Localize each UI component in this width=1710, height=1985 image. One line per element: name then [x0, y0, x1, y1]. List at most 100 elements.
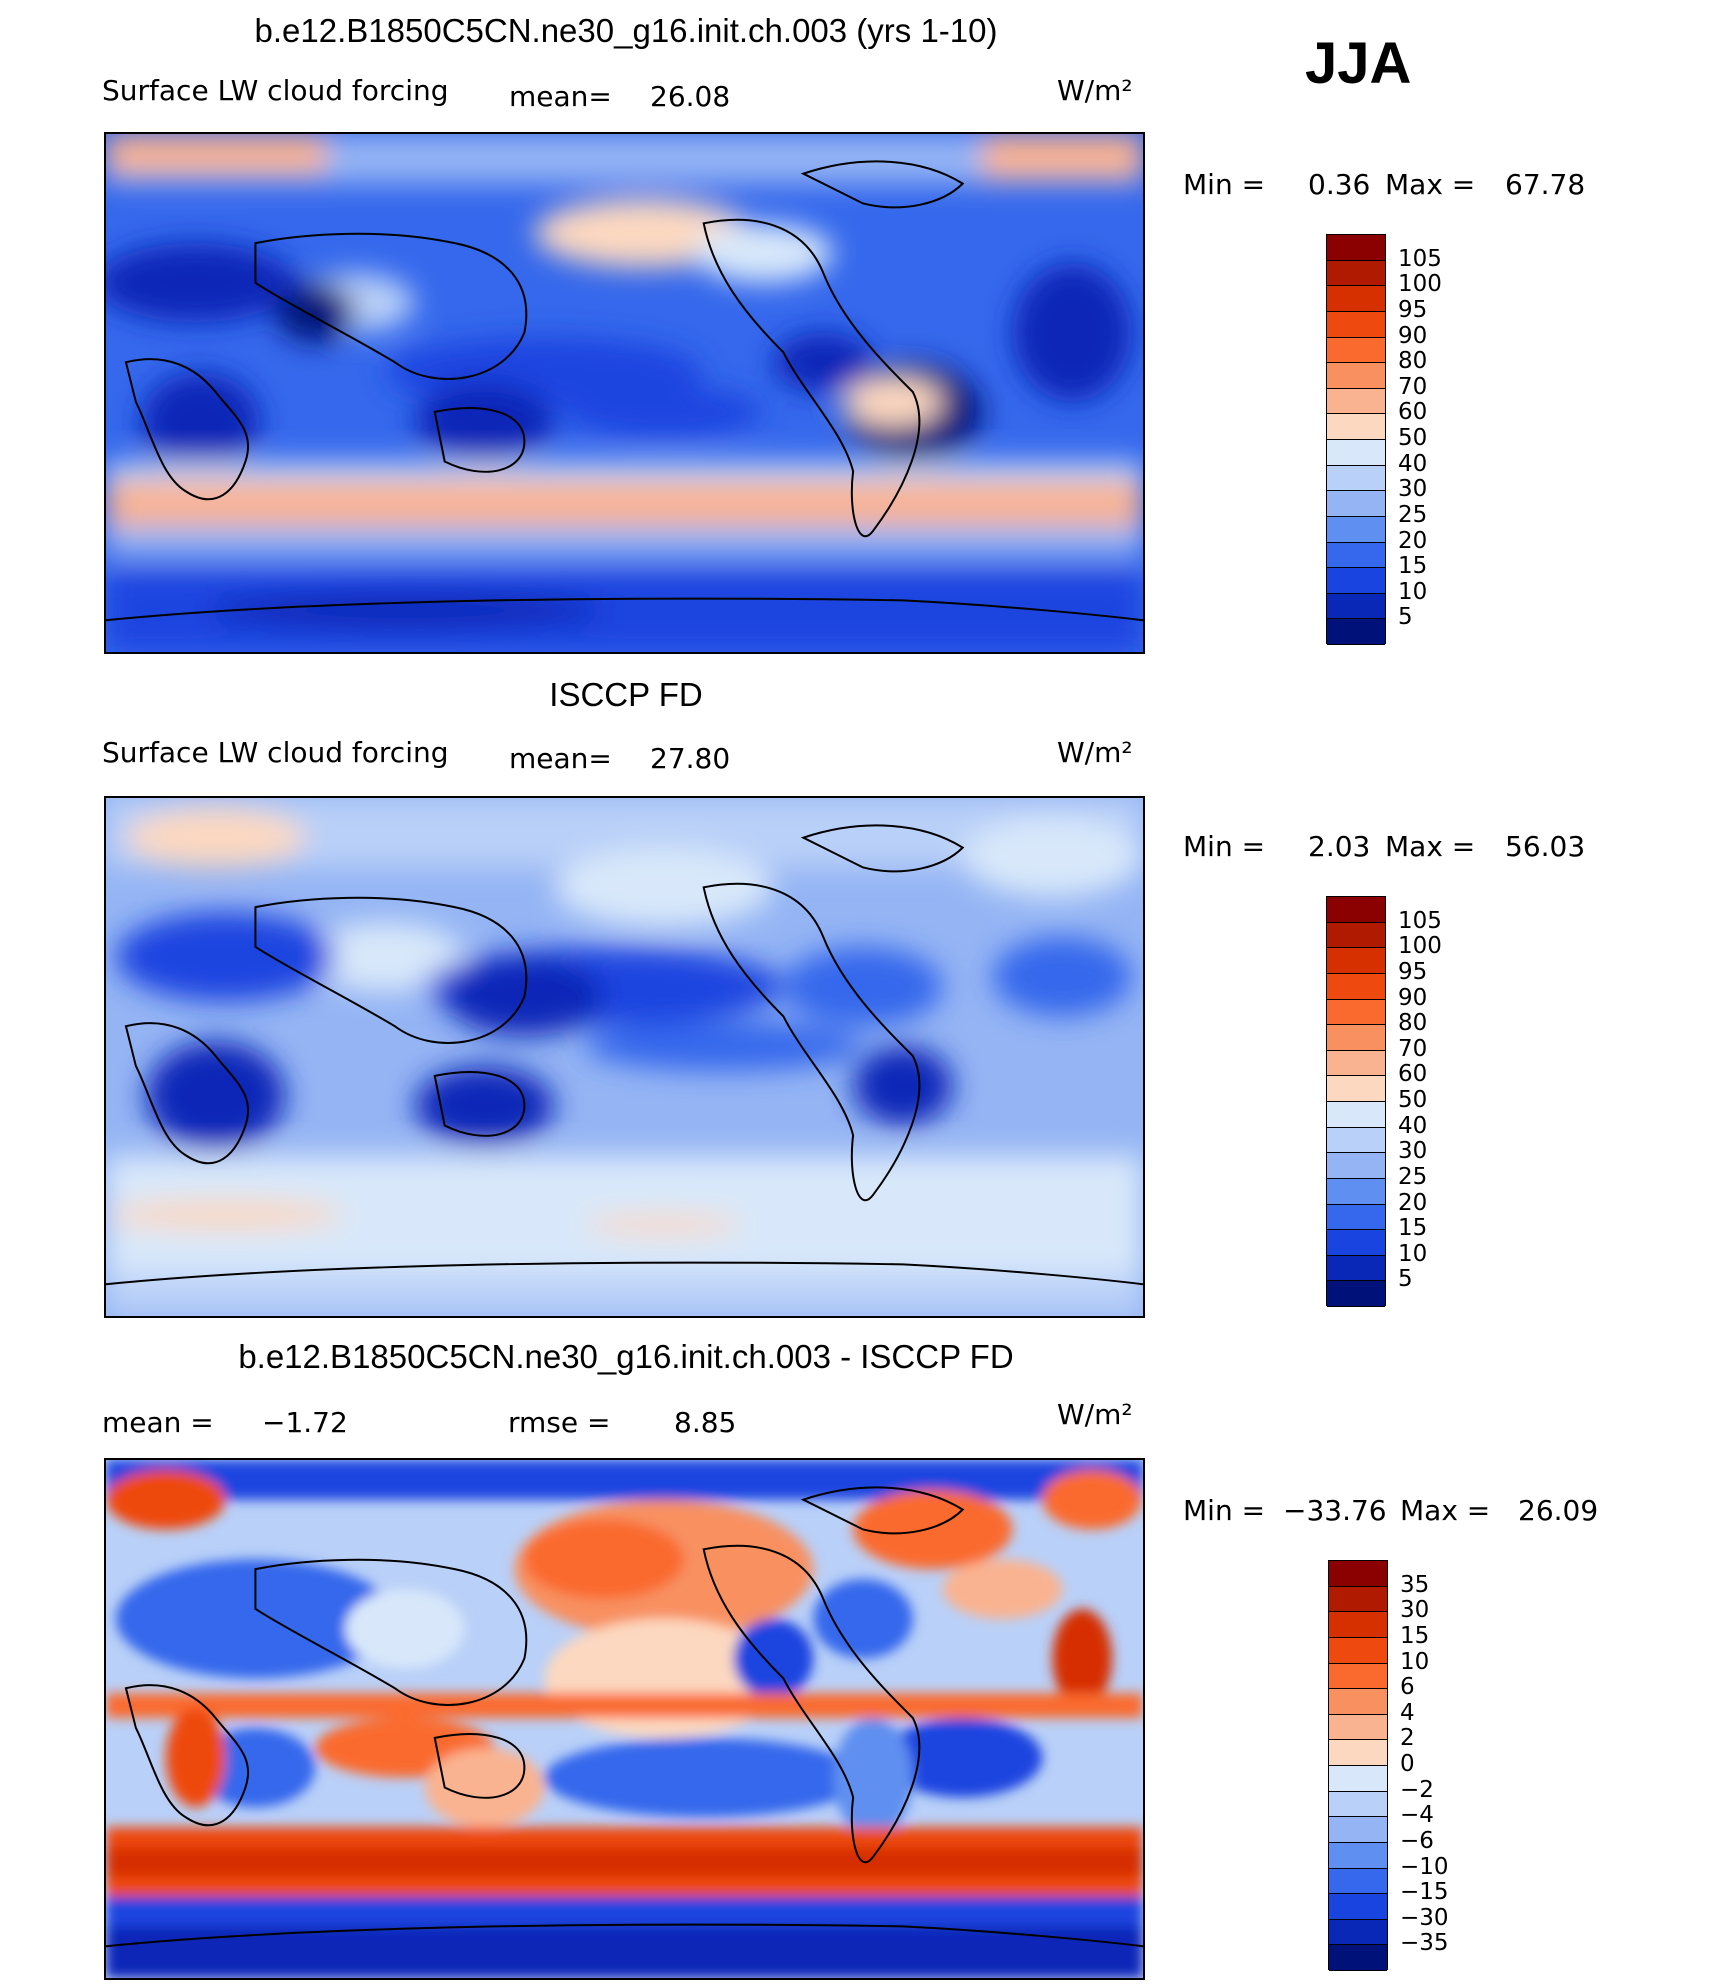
- colorbar-tick-label: 15: [1398, 553, 1428, 580]
- panel1-min-label: Min =: [1183, 168, 1266, 201]
- colorbar-tick-label: 2: [1400, 1725, 1415, 1752]
- colorbar-tick-label: −2: [1400, 1776, 1434, 1803]
- colorbar-tick-label: 95: [1398, 958, 1428, 985]
- colorbar-swatch: [1327, 973, 1385, 1000]
- colorbar-tick-label: −15: [1400, 1879, 1449, 1906]
- panel1-title: b.e12.B1850C5CN.ne30_g16.init.ch.003 (yr…: [254, 12, 998, 49]
- colorbar-swatch: [1327, 1204, 1385, 1231]
- panel3-mean-value: −1.72: [262, 1406, 348, 1439]
- colorbar-swatch: [1327, 388, 1385, 415]
- panel2-units: W/m²: [1057, 736, 1133, 769]
- colorbar-tick-label: 95: [1398, 296, 1428, 323]
- colorbar-swatch: [1327, 1127, 1385, 1154]
- colorbar-swatch: [1327, 1050, 1385, 1077]
- panel3-colorbar: [1328, 1560, 1388, 1971]
- panel2-min-value: 2.03: [1308, 830, 1371, 863]
- colorbar-swatch: [1327, 922, 1385, 949]
- colorbar-swatch: [1327, 363, 1385, 389]
- colorbar-tick-label: 0: [1400, 1751, 1415, 1777]
- colorbar-swatch: [1329, 1689, 1387, 1715]
- panel3-min-label: Min =: [1183, 1494, 1266, 1527]
- colorbar-tick-label: 25: [1398, 501, 1428, 528]
- colorbar-swatch: [1329, 1663, 1387, 1690]
- colorbar-tick-label: 5: [1398, 1266, 1413, 1293]
- colorbar-swatch: [1329, 1637, 1387, 1664]
- colorbar-tick-label: 15: [1398, 1215, 1428, 1242]
- panel2-max-label: Max =: [1385, 830, 1476, 863]
- panel1-field: [106, 134, 1143, 652]
- panel3-rmse-label: rmse =: [508, 1406, 611, 1439]
- panel2-mean-value: 27.80: [650, 742, 731, 775]
- panel2-coastlines: [106, 824, 1143, 1286]
- colorbar-tick-label: 20: [1398, 1189, 1428, 1216]
- panel2-mean-label: mean=: [509, 742, 612, 775]
- panel1-units: W/m²: [1057, 74, 1133, 107]
- panel2-max-value: 56.03: [1505, 830, 1586, 863]
- colorbar-tick-label: 90: [1398, 984, 1428, 1011]
- colorbar-swatch: [1327, 593, 1385, 620]
- colorbar-swatch: [1327, 414, 1385, 440]
- panel2-variable-label: Surface LW cloud forcing: [102, 736, 449, 769]
- colorbar-swatch: [1329, 1766, 1387, 1792]
- colorbar-tick-label: 100: [1398, 271, 1442, 298]
- panel3-title: b.e12.B1850C5CN.ne30_g16.init.ch.003 - I…: [238, 1338, 1014, 1375]
- colorbar-swatch: [1327, 491, 1385, 517]
- colorbar-tick-label: 100: [1398, 933, 1442, 960]
- colorbar-tick-label: 30: [1400, 1597, 1430, 1624]
- colorbar-swatch: [1329, 1740, 1387, 1766]
- colorbar-swatch: [1327, 1255, 1385, 1282]
- colorbar-swatch: [1329, 1919, 1387, 1946]
- colorbar-tick-label: −6: [1400, 1827, 1434, 1854]
- colorbar-swatch: [1327, 1281, 1385, 1307]
- colorbar-swatch: [1327, 1178, 1385, 1205]
- colorbar-tick-label: 25: [1398, 1163, 1428, 1190]
- colorbar-tick-label: 10: [1398, 1240, 1428, 1267]
- colorbar-tick-label: 10: [1400, 1648, 1430, 1675]
- panel3-mean-label: mean =: [102, 1406, 214, 1439]
- colorbar-swatch: [1327, 311, 1385, 338]
- colorbar-tick-label: −35: [1400, 1930, 1449, 1957]
- colorbar-tick-label: −4: [1400, 1802, 1434, 1829]
- colorbar-swatch: [1327, 897, 1385, 923]
- colorbar-swatch: [1327, 516, 1385, 543]
- colorbar-tick-label: 10: [1398, 578, 1428, 605]
- colorbar-swatch: [1329, 1612, 1387, 1638]
- colorbar-swatch: [1329, 1817, 1387, 1843]
- colorbar-swatch: [1327, 619, 1385, 645]
- colorbar-swatch: [1327, 948, 1385, 974]
- colorbar-swatch: [1329, 1868, 1387, 1895]
- colorbar-swatch: [1327, 568, 1385, 594]
- panel3-field: [106, 1460, 1143, 1978]
- colorbar-tick-label: 105: [1398, 245, 1442, 272]
- colorbar-swatch: [1327, 260, 1385, 287]
- colorbar-swatch: [1329, 1561, 1387, 1587]
- panel1-min-value: 0.36: [1308, 168, 1371, 201]
- colorbar-tick-label: 60: [1398, 1061, 1428, 1088]
- colorbar-tick-label: 4: [1400, 1699, 1415, 1726]
- panel1-map: [104, 132, 1145, 654]
- colorbar-tick-label: 20: [1398, 527, 1428, 554]
- colorbar-tick-label: 105: [1398, 907, 1442, 934]
- colorbar-tick-label: 35: [1400, 1571, 1430, 1598]
- colorbar-tick-label: −10: [1400, 1853, 1449, 1880]
- colorbar-tick-label: 80: [1398, 1010, 1428, 1037]
- colorbar-swatch: [1327, 440, 1385, 466]
- colorbar-tick-label: 70: [1398, 373, 1428, 400]
- colorbar-tick-label: 30: [1398, 1138, 1428, 1165]
- colorbar-swatch: [1327, 1102, 1385, 1128]
- colorbar-tick-label: 60: [1398, 399, 1428, 426]
- colorbar-tick-label: 40: [1398, 450, 1428, 477]
- colorbar-swatch: [1327, 235, 1385, 261]
- colorbar-swatch: [1327, 1153, 1385, 1179]
- colorbar-tick-label: 70: [1398, 1035, 1428, 1062]
- panel3-rmse-value: 8.85: [674, 1406, 737, 1439]
- panel2-title: ISCCP FD: [549, 676, 703, 713]
- colorbar-tick-label: 15: [1400, 1622, 1430, 1649]
- colorbar-tick-label: 40: [1398, 1112, 1428, 1139]
- colorbar-tick-label: 50: [1398, 425, 1428, 451]
- colorbar-swatch: [1327, 337, 1385, 364]
- panel3-min-value: −33.76: [1283, 1494, 1387, 1527]
- colorbar-swatch: [1327, 542, 1385, 569]
- panel2-min-label: Min =: [1183, 830, 1266, 863]
- panel3-max-value: 26.09: [1518, 1494, 1599, 1527]
